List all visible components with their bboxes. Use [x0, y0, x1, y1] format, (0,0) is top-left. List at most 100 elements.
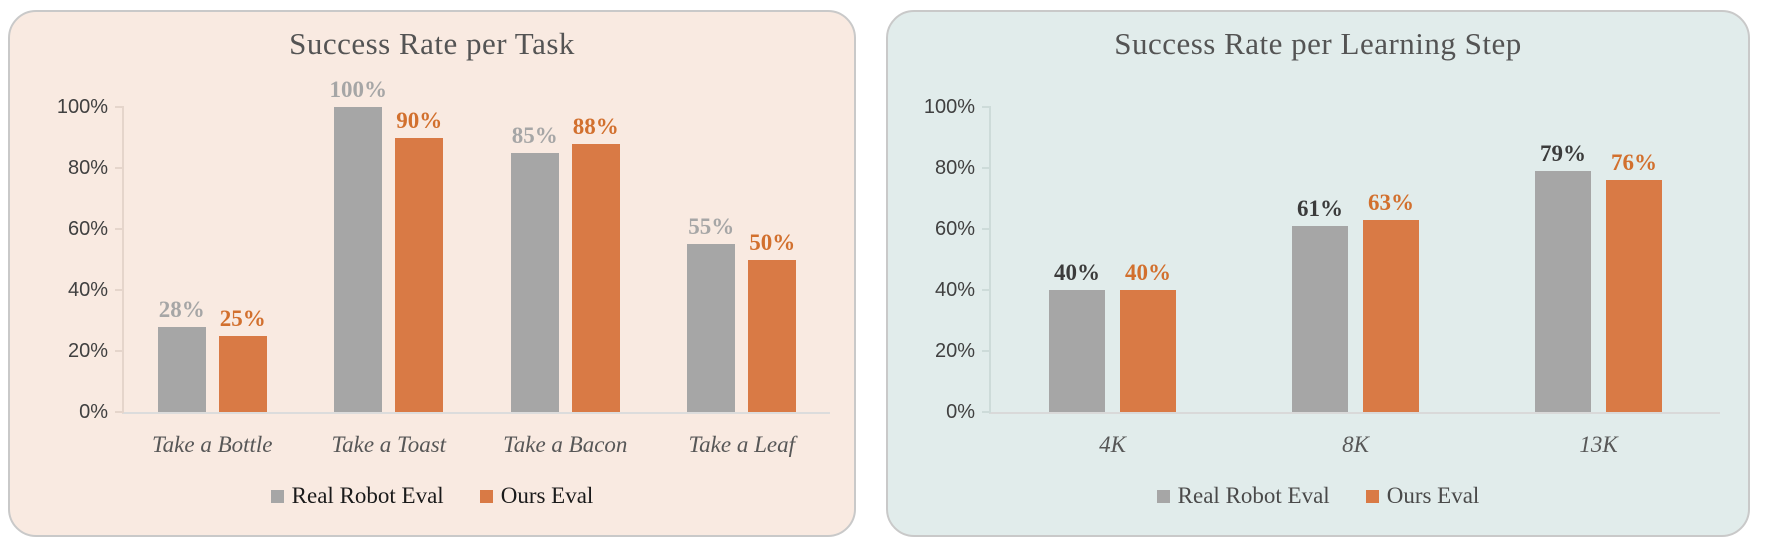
bar-value-label: 25%: [219, 305, 266, 331]
bar-value-label: 28%: [158, 296, 205, 322]
ours-eval-bar: [571, 143, 620, 412]
real-robot-eval-bar: [1049, 290, 1105, 412]
legend-item: Real Robot Eval: [270, 483, 444, 509]
y-axis-tick: [982, 350, 991, 352]
y-axis-label: 40%: [934, 279, 975, 301]
real-robot-eval-bar: [334, 107, 383, 412]
y-axis-tick: [982, 411, 991, 413]
y-axis-label: 20%: [934, 340, 975, 362]
bar-value-label: 63%: [1368, 189, 1414, 215]
chart-title: Success Rate per Learning Step: [1114, 26, 1522, 61]
bar: 63%: [1363, 190, 1419, 412]
category-label: Take a Bottle: [151, 432, 273, 457]
ours-eval-bar: [1120, 290, 1176, 412]
task-chart-panel: Success Rate per Task 0% 20% 40% 60% 80% 100%…: [8, 10, 856, 537]
ours-eval-bar: [218, 335, 267, 412]
bar-value-label: 76%: [1611, 150, 1657, 176]
legend-swatch: [1365, 489, 1379, 503]
legend-swatch: [479, 489, 493, 503]
legend-label: Ours Eval: [1386, 483, 1480, 508]
y-axis-label: 60%: [67, 218, 108, 240]
bar-value-label: 50%: [749, 229, 796, 255]
y-axis-label: 0%: [79, 401, 108, 423]
legend-label: Real Robot Eval: [291, 483, 444, 508]
bar: 79%: [1535, 141, 1591, 412]
bar-value-label: 40%: [1125, 260, 1171, 285]
bar-group: 55% 50% Take a Leaf: [687, 107, 797, 457]
bar: 55%: [687, 214, 736, 412]
plot-area: 0% 20% 40% 60% 80% 100% 28% 25% Take a Bottle 100…: [57, 77, 830, 457]
y-axis-label: 80%: [934, 157, 975, 179]
real-robot-eval-bar: [1292, 225, 1348, 412]
real-robot-eval-bar: [510, 152, 559, 412]
category-label: 13K: [1579, 432, 1618, 457]
bar-group: 100% 90% Take a Toast: [330, 77, 447, 457]
legend-label: Ours Eval: [500, 483, 594, 508]
category-label: Take a Toast: [331, 432, 447, 457]
y-axis-tick: [982, 289, 991, 291]
category-label: Take a Bacon: [503, 432, 628, 457]
bar: 76%: [1606, 150, 1662, 412]
legend-label: Real Robot Eval: [1177, 483, 1330, 508]
learning-step-chart-panel: Success Rate per Learning Step 0% 20% 40% 6…: [886, 10, 1750, 537]
y-axis-tick: [115, 411, 124, 413]
bar: 100%: [330, 77, 387, 412]
real-robot-eval-bar: [687, 244, 736, 412]
y-axis-tick: [115, 289, 124, 291]
bar: 85%: [510, 123, 559, 412]
bar-group: 79% 76% 13K: [1535, 107, 1662, 457]
y-axis-label: 100%: [923, 96, 975, 118]
y-axis-tick: [115, 106, 124, 108]
bar-value-label: 90%: [396, 107, 443, 133]
bar: 28%: [157, 297, 206, 412]
chart-title: Success Rate per Task: [289, 26, 575, 61]
ours-eval-bar: [748, 259, 797, 412]
ours-eval-bar: [1606, 180, 1662, 412]
real-robot-eval-bar: [157, 326, 206, 412]
legend-swatch: [1156, 489, 1170, 503]
y-axis-tick: [982, 106, 991, 108]
y-axis-label: 80%: [67, 157, 108, 179]
bar-group: 28% 25% Take a Bottle: [152, 107, 273, 457]
ours-eval-bar: [395, 137, 444, 412]
bar: 88%: [571, 114, 620, 412]
legend-swatch: [270, 489, 284, 503]
bar-value-label: 79%: [1540, 141, 1586, 167]
bar: 40%: [1049, 260, 1105, 412]
bar: 25%: [218, 306, 267, 412]
bar-value-label: 88%: [572, 113, 619, 139]
bar: 50%: [748, 230, 797, 412]
legend-item: Real Robot Eval: [1156, 483, 1330, 509]
bar: 40%: [1120, 260, 1176, 412]
y-axis-label: 40%: [67, 279, 108, 301]
bar: 61%: [1292, 196, 1348, 412]
legend: Real Robot Eval Ours Eval: [10, 483, 854, 509]
ours-eval-bar: [1363, 219, 1419, 412]
bar-group: 40% 40% 4K: [1049, 107, 1176, 457]
y-axis-label: 100%: [56, 96, 108, 118]
legend-item: Ours Eval: [1365, 483, 1480, 509]
category-label: 8K: [1342, 432, 1369, 457]
bar-value-label: 40%: [1054, 260, 1100, 285]
bar-value-label: 61%: [1297, 195, 1343, 221]
bar: 90%: [395, 108, 444, 412]
y-axis-tick: [982, 167, 991, 169]
y-axis-label: 20%: [67, 340, 108, 362]
y-axis-tick: [115, 167, 124, 169]
category-label: 4K: [1099, 432, 1126, 457]
y-axis-label: 60%: [934, 218, 975, 240]
category-label: Take a Leaf: [688, 432, 796, 457]
legend: Real Robot Eval Ours Eval: [888, 483, 1748, 509]
legend-item: Ours Eval: [479, 483, 594, 509]
bar-group: 85% 88% Take a Bacon: [503, 107, 627, 457]
y-axis-tick: [115, 350, 124, 352]
y-axis-label: 0%: [946, 401, 975, 423]
bar-value-label: 55%: [688, 214, 735, 240]
y-axis-tick: [982, 228, 991, 230]
plot-area: 0% 20% 40% 60% 80% 100% 40% 40% 4K 61% 63% 8K 79% 76%…: [924, 96, 1720, 457]
y-axis-tick: [115, 228, 124, 230]
bar-value-label: 85%: [511, 122, 558, 148]
bar-value-label: 100%: [329, 77, 388, 102]
real-robot-eval-bar: [1535, 171, 1591, 412]
bar-group: 61% 63% 8K: [1292, 107, 1419, 457]
